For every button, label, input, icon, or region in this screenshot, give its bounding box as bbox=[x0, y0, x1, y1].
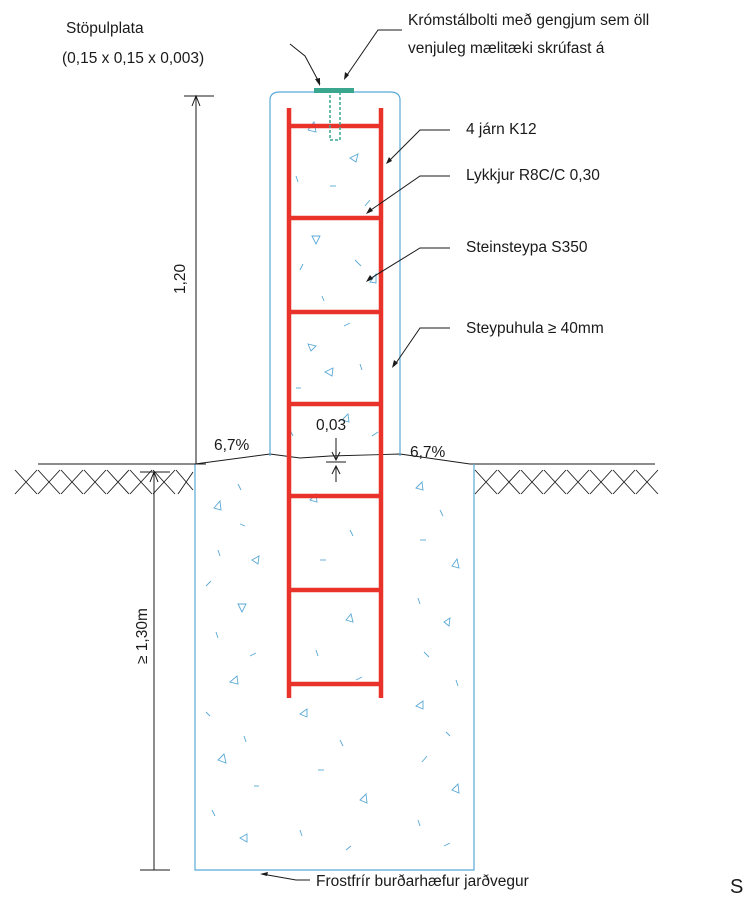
label-top-offset: 0,03 bbox=[316, 417, 346, 434]
label-stirrups: Lykkjur R8C/C 0,30 bbox=[466, 167, 600, 184]
leader-arrowheads bbox=[260, 72, 398, 876]
label-cover: Steypuhula ≥ 40mm bbox=[466, 320, 604, 337]
base-plate bbox=[314, 88, 354, 93]
label-depth-below: ≥ 1,30m bbox=[134, 608, 151, 664]
label-slope-left: 6,7% bbox=[214, 437, 250, 454]
label-bolt-line2: venjuleg mælitæki skrúfast á bbox=[408, 40, 605, 57]
label-concrete: Steinsteypa S350 bbox=[466, 239, 588, 256]
soil-hatch-left bbox=[15, 470, 193, 494]
label-slope-right: 6,7% bbox=[410, 444, 446, 461]
soil-hatch-right bbox=[475, 470, 658, 494]
dim-top-offset bbox=[326, 438, 346, 482]
label-rebar: 4 járn K12 bbox=[466, 121, 537, 138]
concrete-speckles bbox=[206, 122, 459, 850]
footing-outline bbox=[195, 464, 474, 870]
dim-depth-below bbox=[140, 472, 170, 870]
label-height-above: 1,20 bbox=[172, 263, 189, 294]
rebar-cage bbox=[287, 108, 383, 698]
bolt bbox=[330, 92, 340, 140]
label-bolt-line1: Krómstálbolti með gengjum sem öll bbox=[408, 12, 649, 29]
label-foundation-soil: Frostfrír burðarhæfur jarðvegur bbox=[316, 873, 529, 890]
label-base-plate: Stöpulplata bbox=[66, 20, 144, 37]
label-edge-letter: S bbox=[730, 876, 743, 898]
ground-line bbox=[38, 454, 655, 464]
label-base-plate-dims: (0,15 x 0,15 x 0,003) bbox=[62, 50, 204, 67]
